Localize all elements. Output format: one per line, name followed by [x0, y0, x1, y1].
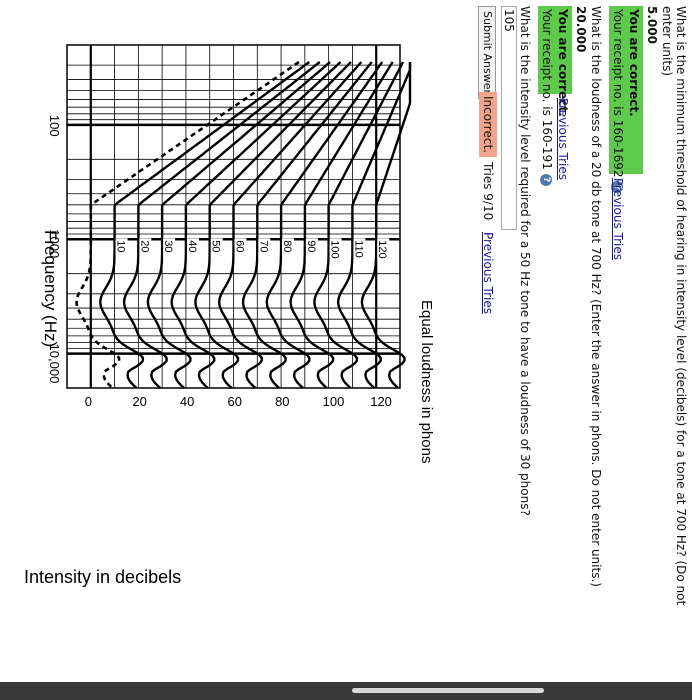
- phon-curve-120: [360, 62, 412, 389]
- phon-label-bg: [210, 238, 223, 261]
- y-tick-label: 40: [180, 394, 194, 409]
- phon-curve-90: [289, 61, 394, 389]
- equal-loudness-chart: 120 110 100 90 80 70 60 50 40 30 20 10 100 1000 10,000…: [24, 44, 435, 587]
- phon-label-bg: [377, 238, 390, 261]
- question1-correct-box: You are correct. Your receipt no. is 160…: [609, 6, 643, 194]
- phon-label-30: 30: [162, 240, 174, 252]
- phon-label-bg: [305, 238, 318, 261]
- question2-text: What is the loudness of a 20 db tone at …: [589, 6, 603, 587]
- question3-text: What is the intensity level required for…: [518, 6, 532, 516]
- question1-answer: 5.000: [645, 6, 659, 44]
- question2-receipt: Your receipt no. is 160-191 ?: [540, 9, 554, 186]
- x-tick-label: 100: [47, 115, 62, 137]
- y-tick-label: 100: [323, 394, 345, 409]
- question2-previous-tries-link[interactable]: Previous Tries: [556, 98, 570, 180]
- threshold-curve: [75, 60, 300, 389]
- phon-label-bg: [186, 238, 199, 261]
- question2-correct-box: You are correct. Your receipt no. is 160…: [538, 6, 572, 186]
- y-tick-label: 60: [228, 394, 242, 409]
- chart-ylabel: Intensity in decibels: [24, 567, 181, 587]
- phon-label-bg: [353, 238, 366, 261]
- plot-frame: [66, 44, 401, 389]
- phon-curve-20: [122, 61, 321, 389]
- phon-label-bg: [163, 238, 176, 261]
- question1-previous-tries-link[interactable]: Previous Tries: [611, 178, 625, 260]
- phon-curve-110: [337, 62, 412, 389]
- chart-labels: 120110100908070605040302010100100010,000…: [47, 115, 392, 409]
- phon-label-bg: [234, 238, 247, 261]
- question2-answer: 20.000: [574, 6, 588, 53]
- question1-receipt: Your receipt no. is 160-1692 ?: [611, 9, 625, 194]
- phon-curve-100: [313, 61, 405, 389]
- bottom-strip: [0, 682, 692, 700]
- phon-label-10: 10: [115, 240, 127, 252]
- x-tick-label: 10,000: [47, 344, 62, 384]
- phon-curve-50: [194, 61, 352, 389]
- y-tick-label: 80: [275, 394, 289, 409]
- chart-curves: [75, 60, 412, 389]
- phon-curve-60: [218, 61, 363, 389]
- submit-answer-button[interactable]: Submit Answer: [478, 6, 496, 100]
- question3-previous-tries-link[interactable]: Previous Tries: [481, 232, 495, 314]
- phon-label-50: 50: [210, 240, 222, 252]
- phon-label-bg: [115, 238, 128, 261]
- phon-label-40: 40: [186, 240, 198, 252]
- phon-label-bg: [258, 238, 271, 261]
- phon-label-90: 90: [305, 240, 317, 252]
- chart-svg: 120110100908070605040302010100100010,000…: [24, 44, 435, 587]
- chart-title: Equal loudness in phons: [418, 300, 435, 463]
- question2-previous-tries-text[interactable]: Previous Tries: [556, 98, 570, 180]
- question1-receipt-text: Your receipt no. is 160-1692: [611, 9, 625, 178]
- phon-label-70: 70: [257, 240, 269, 252]
- y-tick-label: 0: [85, 394, 92, 409]
- question3-previous-tries-text[interactable]: Previous Tries: [481, 232, 495, 314]
- x-tick-label: 1000: [47, 229, 62, 258]
- y-tick-label: 20: [132, 394, 146, 409]
- questions-panel: What is the minimum threshold of hearing…: [442, 0, 692, 682]
- chart-xlabel: Frequency (Hz): [41, 230, 60, 347]
- phon-label-bg: [139, 238, 152, 261]
- phon-label-bg: [329, 238, 342, 261]
- phon-curve-30: [146, 61, 331, 389]
- question3-result-badge: Incorrect.: [479, 92, 497, 157]
- phon-curve-10: [99, 61, 311, 389]
- y-tick-label: 120: [370, 394, 392, 409]
- phon-curve-70: [241, 61, 373, 389]
- question1-text-cont: enter units): [660, 6, 674, 77]
- question3-tries: Tries 9/10: [481, 162, 495, 221]
- phon-label-110: 110: [352, 240, 364, 258]
- phon-curve-80: [265, 61, 384, 389]
- phon-label-20: 20: [138, 240, 150, 252]
- phon-label-80: 80: [281, 240, 293, 252]
- question2-receipt-text: Your receipt no. is 160-191: [540, 9, 554, 170]
- help-icon[interactable]: ?: [540, 173, 553, 186]
- question1-text: What is the minimum threshold of hearing…: [674, 6, 688, 606]
- phon-label-120: 120: [376, 240, 388, 258]
- phon-label-60: 60: [233, 240, 245, 252]
- question1-previous-tries-text[interactable]: Previous Tries: [611, 178, 625, 260]
- rotated-content: What is the minimum threshold of hearing…: [24, 0, 692, 682]
- question3-answer-input[interactable]: 105: [501, 6, 517, 230]
- phon-curve-40: [170, 61, 342, 389]
- question-sheet: What is the minimum threshold of hearing…: [0, 0, 692, 682]
- phon-label-100: 100: [329, 240, 341, 258]
- question1-result: You are correct.: [627, 9, 641, 117]
- home-indicator: [352, 688, 544, 693]
- phon-label-bg: [282, 238, 295, 261]
